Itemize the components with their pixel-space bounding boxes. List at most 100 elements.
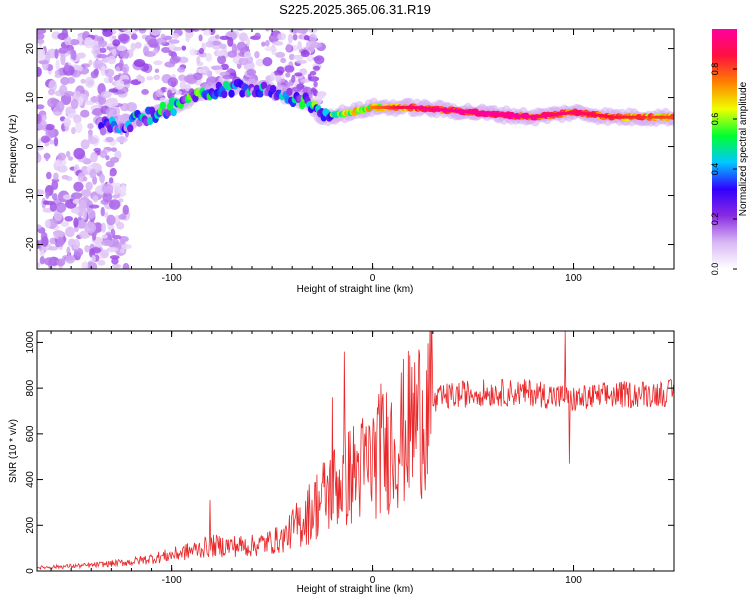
heatmap-cell: [115, 79, 125, 90]
heatmap-cell: [303, 34, 310, 41]
heatmap-cell: [168, 39, 180, 44]
heatmap-cell: [196, 68, 206, 74]
heatmap-cell: [37, 145, 45, 151]
heatmap-cell: [44, 123, 55, 131]
heatmap-cell: [183, 75, 195, 83]
heatmap-cell: [177, 66, 186, 73]
heatmap-cell: [243, 51, 252, 59]
heatmap-cell: [56, 236, 65, 248]
heatmap-cell: [73, 181, 84, 192]
heatmap-cell: [108, 177, 114, 184]
heatmap-cell: [284, 65, 295, 73]
heatmap-cell: [189, 48, 198, 56]
heatmap-cell: [55, 59, 60, 71]
heatmap-cell: [271, 23, 277, 28]
heatmap-cell: [100, 91, 112, 99]
heatmap-cell: [308, 33, 318, 42]
heatmap-cell: [127, 124, 134, 133]
heatmap-cell: [220, 63, 229, 71]
heatmap-ytick-label: -20: [25, 237, 36, 252]
heatmap-cell: [260, 81, 268, 90]
heatmap-cell: [287, 33, 293, 44]
heatmap-cell: [670, 115, 674, 119]
heatmap-cell: [199, 22, 205, 28]
heatmap-cell: [210, 65, 223, 70]
heatmap-cell: [99, 47, 107, 54]
heatmap-cell: [298, 101, 306, 110]
heatmap-cell: [70, 49, 76, 60]
snr-xtick-label: -100: [162, 575, 182, 586]
heatmap-cell: [292, 33, 298, 41]
heatmap-cell: [80, 189, 92, 198]
heatmap-cell: [285, 72, 291, 78]
heatmap-cell: [160, 33, 166, 39]
heatmap-cell: [107, 55, 116, 65]
heatmap-cell: [119, 51, 130, 58]
heatmap-cell: [641, 115, 647, 119]
heatmap-cell: [72, 238, 81, 251]
heatmap-cell: [105, 107, 117, 118]
heatmap-cell: [313, 65, 321, 71]
snr-xlabel: Height of straight line (km): [297, 584, 414, 595]
heatmap-cell: [111, 35, 117, 40]
heatmap-cell: [265, 39, 270, 47]
heatmap-cell: [633, 115, 639, 119]
heatmap-cell: [108, 88, 119, 93]
heatmap-cell: [94, 239, 104, 248]
heatmap-cell: [37, 261, 41, 268]
heatmap-cell: [236, 29, 245, 31]
heatmap-cell: [70, 98, 79, 110]
heatmap-cell: [73, 147, 86, 160]
heatmap-cell: [53, 136, 59, 147]
heatmap-cell: [78, 65, 83, 72]
heatmap-cell: [276, 66, 285, 74]
heatmap-cell: [53, 172, 59, 181]
heatmap-xtick-label: 100: [565, 273, 582, 284]
heatmap-ylabel: Frequency (Hz): [8, 115, 19, 184]
heatmap-cell: [62, 194, 72, 200]
heatmap-cell: [505, 113, 511, 117]
heatmap-cell: [310, 87, 316, 93]
heatmap-cell: [239, 89, 246, 98]
heatmap-cell: [277, 32, 287, 41]
heatmap-cell: [198, 34, 203, 42]
heatmap-cell: [91, 255, 96, 263]
heatmap-cell: [90, 152, 98, 163]
heatmap-cell: [49, 202, 57, 212]
heatmap-cell: [84, 244, 90, 253]
snr-series: [37, 331, 674, 571]
heatmap-cell: [48, 80, 57, 92]
heatmap-cell: [99, 173, 105, 183]
heatmap-cell: [205, 41, 214, 48]
heatmap-xtick-label: -100: [162, 273, 182, 284]
heatmap-cell: [105, 136, 114, 143]
heatmap-cell: [55, 101, 65, 113]
heatmap-cell: [78, 199, 87, 212]
heatmap-cell: [308, 76, 320, 82]
heatmap-cell: [108, 29, 112, 30]
heatmap-cell: [159, 101, 166, 110]
heatmap-cell: [108, 75, 114, 84]
heatmap-cell: [173, 46, 182, 51]
heatmap-cell: [81, 261, 89, 269]
heatmap-cell: [121, 29, 129, 32]
heatmap-cell: [96, 54, 108, 59]
heatmap-cell: [68, 156, 74, 161]
heatmap-frame: [36, 28, 675, 270]
heatmap-cell: [39, 256, 45, 265]
heatmap-cell: [246, 68, 257, 76]
heatmap-cell: [159, 97, 167, 103]
heatmap-cell: [37, 39, 45, 44]
heatmap-xlabel: Height of straight line (km): [297, 284, 414, 295]
heatmap-cell: [65, 254, 76, 264]
heatmap-cell: [184, 29, 195, 33]
heatmap-cell: [66, 77, 76, 84]
heatmap-cell: [168, 50, 173, 57]
heatmap-cell: [269, 85, 277, 94]
heatmap-cell: [103, 211, 109, 218]
heatmap-cell: [37, 224, 42, 230]
heatmap-cell: [231, 43, 238, 54]
heatmap-cell: [102, 29, 113, 37]
